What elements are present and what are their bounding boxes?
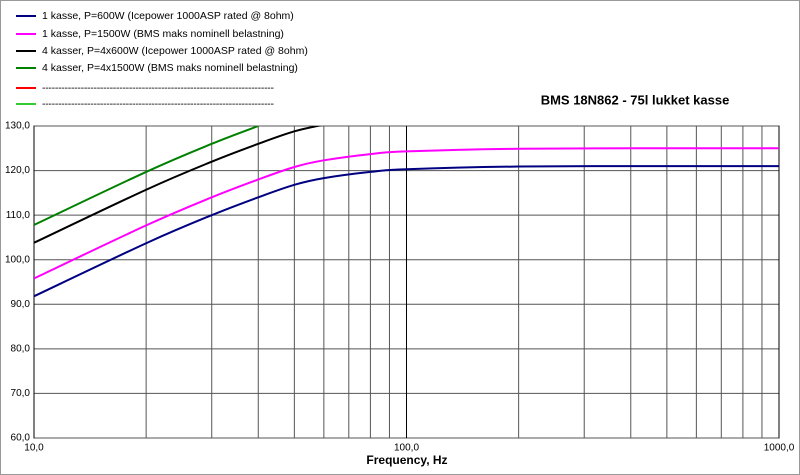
x-tick-label: 1000,0 [764, 443, 795, 454]
y-tick-label: 80,0 [11, 343, 31, 354]
series-line [34, 126, 259, 226]
y-tick-label: 100,0 [5, 254, 30, 265]
y-tick-label: 90,0 [11, 299, 31, 310]
legend-label: 4 kasser, P=4x600W (Icepower 1000ASP rat… [42, 45, 308, 57]
legend-label: 1 kasse, P=600W (Icepower 1000ASP rated … [42, 10, 294, 22]
x-tick-label: 10,0 [24, 443, 44, 454]
series-line [34, 147, 779, 280]
y-tick-label: 70,0 [11, 388, 31, 399]
y-tick-label: 120,0 [5, 165, 30, 176]
legend-label: 4 kasser, P=4x1500W (BMS maks nominell b… [42, 62, 298, 74]
y-tick-label: 60,0 [11, 433, 31, 444]
legend-label: 1 kasse, P=1500W (BMS maks nominell bela… [42, 28, 284, 40]
y-tick-label: 110,0 [6, 210, 31, 221]
series-line [34, 126, 323, 244]
y-tick-label: 130,0 [5, 121, 30, 132]
x-axis-label: Frequency, Hz [366, 453, 447, 467]
legend-label: ----------------------------------------… [42, 82, 275, 94]
x-tick-label: 100,0 [394, 443, 419, 454]
series-line [34, 165, 779, 298]
legend-label: ----------------------------------------… [42, 98, 275, 110]
chart-title: BMS 18N862 - 75l lukket kasse [541, 92, 730, 107]
